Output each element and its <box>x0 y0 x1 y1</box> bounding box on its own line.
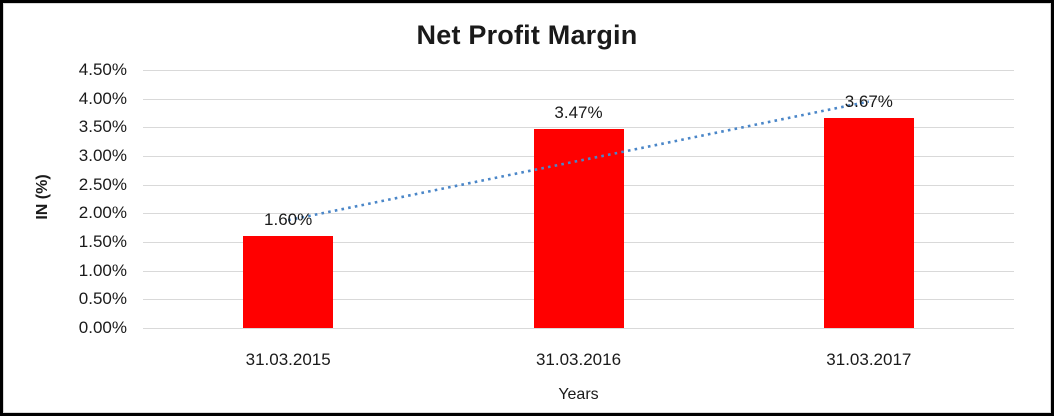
bar-value-label: 3.47% <box>554 103 603 123</box>
bar <box>533 129 624 328</box>
gridline <box>143 328 1014 329</box>
chart-title: Net Profit Margin <box>416 20 638 50</box>
x-tick-label: 31.03.2015 <box>245 350 331 369</box>
y-tick-label: 0.00% <box>78 318 127 337</box>
x-tick-label: 31.03.2016 <box>535 350 622 369</box>
x-tick-label: 31.03.2017 <box>826 350 912 369</box>
gridline <box>143 98 1014 100</box>
gridline <box>143 70 1014 71</box>
x-axis-title: Years <box>558 386 599 403</box>
gridline <box>143 127 1014 129</box>
bar-value-label: 3.67% <box>844 91 893 111</box>
y-tick-label: 2.00% <box>78 203 127 223</box>
y-tick-label: 2.50% <box>78 174 127 194</box>
y-tick-label: 0.50% <box>78 289 127 309</box>
bar <box>823 117 914 328</box>
y-tick-label: 3.00% <box>78 146 127 165</box>
y-tick-label: 1.50% <box>78 232 127 251</box>
bar <box>243 236 334 328</box>
y-tick-label: 3.50% <box>78 117 127 137</box>
bar-value-label: 1.60% <box>264 210 313 230</box>
y-tick-label: 4.50% <box>78 60 127 79</box>
y-axis-labels: 4.50% 4.00% 3.50% 3.00% 2.50% 2.00% 1.50% 1.00%… <box>3 60 127 337</box>
y-tick-label: 1.00% <box>78 260 127 280</box>
y-tick-label: 4.00% <box>78 88 127 108</box>
plot-area: 31.03.2015 31.03.2016 31.03.2017 1.60% 3.47%… <box>143 70 1014 369</box>
